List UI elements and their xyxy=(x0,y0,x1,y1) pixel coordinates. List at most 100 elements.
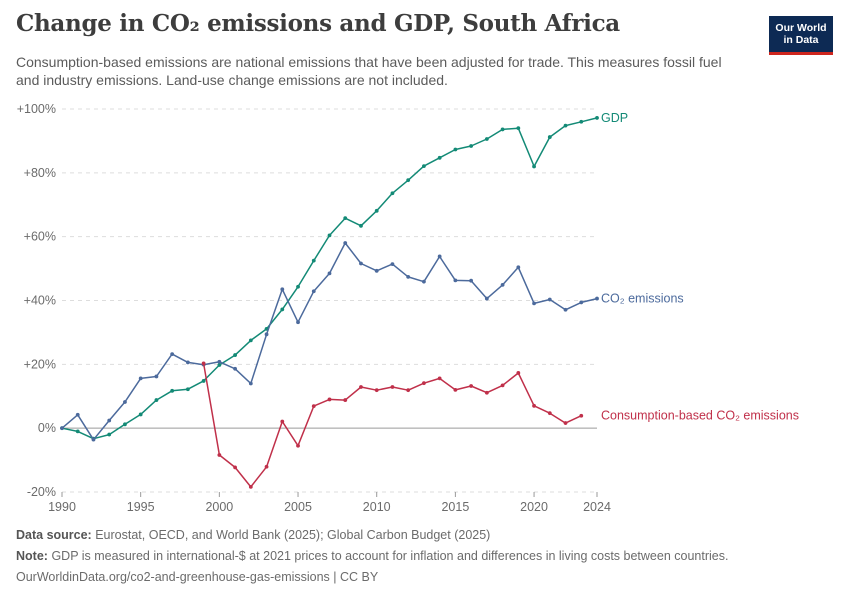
owid-logo[interactable]: Our World in Data xyxy=(769,16,833,55)
data-point-gdp xyxy=(280,307,285,312)
data-point-co-emissions xyxy=(390,262,395,267)
note-label: Note: xyxy=(16,549,48,563)
data-point-consumption-based-co-emissions xyxy=(264,464,269,469)
data-point-gdp xyxy=(563,123,568,128)
data-source-text[interactable]: Eurostat, OECD, and World Bank (2025); G… xyxy=(95,528,491,542)
data-point-consumption-based-co-emissions xyxy=(453,387,458,392)
data-point-gdp xyxy=(233,353,237,357)
data-point-co-emissions xyxy=(185,360,190,365)
data-point-gdp xyxy=(75,429,80,434)
data-point-co-emissions xyxy=(374,268,379,273)
data-point-consumption-based-co-emissions xyxy=(280,419,285,424)
x-tick-label: 1990 xyxy=(48,500,76,514)
y-tick-label: +40% xyxy=(24,294,56,308)
series-label-gdp: GDP xyxy=(601,111,628,125)
y-tick-label: +60% xyxy=(24,230,56,244)
data-point-gdp xyxy=(595,116,599,120)
data-point-consumption-based-co-emissions xyxy=(547,411,552,416)
data-point-co-emissions xyxy=(532,301,536,306)
data-point-co-emissions xyxy=(595,296,599,301)
data-point-consumption-based-co-emissions xyxy=(311,404,316,409)
data-point-gdp xyxy=(422,164,426,169)
data-point-gdp xyxy=(107,432,112,437)
y-tick-label: -20% xyxy=(27,485,56,499)
logo-line-2: in Data xyxy=(783,34,819,46)
data-point-consumption-based-co-emissions xyxy=(579,413,584,418)
x-tick-label: 2005 xyxy=(284,500,312,514)
data-point-gdp xyxy=(138,412,143,417)
data-point-gdp xyxy=(296,284,300,289)
data-point-gdp xyxy=(217,363,222,367)
data-point-gdp xyxy=(154,398,159,402)
data-point-co-emissions xyxy=(154,374,159,379)
data-point-co-emissions xyxy=(563,307,568,312)
data-point-co-emissions xyxy=(453,278,458,283)
data-point-co-emissions xyxy=(75,412,80,417)
x-tick-label: 1995 xyxy=(127,500,155,514)
data-point-gdp xyxy=(374,208,379,213)
data-point-co-emissions xyxy=(138,376,143,381)
data-point-gdp xyxy=(437,155,442,160)
x-tick-label: 2024 xyxy=(583,500,611,514)
data-point-gdp xyxy=(170,388,175,393)
data-point-co-emissions xyxy=(343,241,348,245)
data-point-co-emissions xyxy=(217,359,222,364)
data-point-consumption-based-co-emissions xyxy=(201,361,206,366)
data-point-gdp xyxy=(500,127,505,132)
data-point-co-emissions xyxy=(500,282,505,287)
data-point-gdp xyxy=(484,137,489,141)
data-point-consumption-based-co-emissions xyxy=(359,385,363,389)
data-point-gdp xyxy=(248,338,253,343)
data-point-co-emissions xyxy=(91,437,96,442)
data-point-gdp xyxy=(123,422,127,427)
data-point-co-emissions xyxy=(579,300,584,305)
data-point-co-emissions xyxy=(280,287,285,292)
data-point-co-emissions xyxy=(484,296,489,301)
y-tick-label: +80% xyxy=(24,166,56,180)
data-point-gdp xyxy=(327,233,332,238)
data-point-co-emissions xyxy=(296,320,300,325)
data-point-consumption-based-co-emissions xyxy=(217,453,222,457)
source-url[interactable]: OurWorldinData.org/co2-and-greenhouse-ga… xyxy=(16,570,379,584)
data-point-co-emissions xyxy=(359,261,363,266)
data-point-consumption-based-co-emissions xyxy=(327,397,332,402)
data-point-consumption-based-co-emissions xyxy=(484,390,489,395)
x-tick-label: 2010 xyxy=(363,500,391,514)
data-point-gdp xyxy=(579,119,584,124)
data-point-consumption-based-co-emissions xyxy=(296,443,300,448)
data-point-consumption-based-co-emissions xyxy=(516,371,521,375)
chart-title: Change in CO₂ emissions and GDP, South A… xyxy=(16,10,620,37)
series-label-consumption-based-co-emissions: Consumption-based CO₂ emissions xyxy=(601,409,799,423)
data-point-consumption-based-co-emissions xyxy=(437,376,442,381)
data-point-gdp xyxy=(547,135,552,139)
data-point-co-emissions xyxy=(248,381,253,386)
data-point-consumption-based-co-emissions xyxy=(500,383,505,388)
data-point-gdp xyxy=(406,178,411,183)
data-point-gdp xyxy=(516,126,521,131)
data-point-consumption-based-co-emissions xyxy=(406,388,411,393)
series-line-consumption-based-co-emissions xyxy=(202,363,582,488)
data-source-line: Data source: Eurostat, OECD, and World B… xyxy=(16,528,490,542)
x-tick-label: 2000 xyxy=(205,500,233,514)
data-point-co-emissions xyxy=(170,352,175,357)
y-tick-label: +100% xyxy=(17,102,56,116)
data-point-gdp xyxy=(311,258,316,263)
data-point-gdp xyxy=(201,379,206,383)
data-point-co-emissions xyxy=(60,426,64,431)
note-line: Note: GDP is measured in international-$… xyxy=(16,549,728,563)
y-tick-label: 0% xyxy=(38,421,56,435)
data-point-gdp xyxy=(343,216,348,221)
data-point-consumption-based-co-emissions xyxy=(248,484,253,489)
data-point-gdp xyxy=(453,147,458,152)
data-point-consumption-based-co-emissions xyxy=(422,381,426,386)
x-tick-label: 2020 xyxy=(520,500,548,514)
data-point-co-emissions xyxy=(327,271,332,276)
x-tick-label: 2015 xyxy=(441,500,469,514)
data-source-label: Data source: xyxy=(16,528,92,542)
data-point-co-emissions xyxy=(469,278,474,283)
logo-line-1: Our World xyxy=(775,22,827,34)
series-line-gdp xyxy=(61,117,598,440)
data-point-gdp xyxy=(359,223,363,228)
data-point-consumption-based-co-emissions xyxy=(563,421,568,425)
